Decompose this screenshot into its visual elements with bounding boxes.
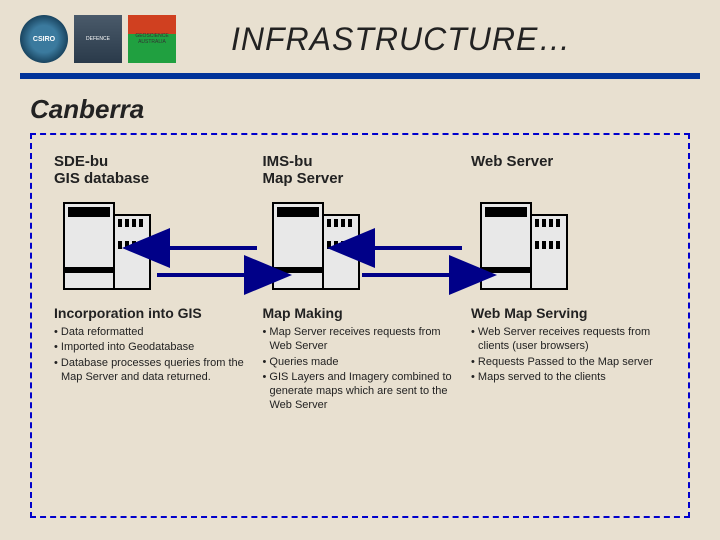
page-title: INFRASTRUCTURE… xyxy=(231,21,571,58)
col-title-line2: GIS database xyxy=(54,170,149,187)
col-title: IMS-bu Map Server xyxy=(263,153,458,191)
divider-bar xyxy=(20,73,700,79)
section-title: Canberra xyxy=(30,94,690,125)
columns-container: SDE-bu GIS database Incorporation into G… xyxy=(54,153,666,498)
bullet: • Requests Passed to the Map server xyxy=(471,355,666,369)
column-sde: SDE-bu GIS database Incorporation into G… xyxy=(54,153,249,498)
bullet: • Queries made xyxy=(263,355,458,369)
bullet: • Data reformatted xyxy=(54,325,249,339)
server-icon xyxy=(479,201,569,291)
diagram-box: SDE-bu GIS database Incorporation into G… xyxy=(30,133,690,518)
server-icon xyxy=(271,201,361,291)
col-title-line1: SDE-bu xyxy=(54,153,108,170)
col-subtitle: Map Making xyxy=(263,305,458,321)
server-icon xyxy=(62,201,152,291)
bullet: • Imported into Geodatabase xyxy=(54,340,249,354)
bullet: • Map Server receives requests from Web … xyxy=(263,325,458,354)
defence-logo: DEFENCE xyxy=(74,15,122,63)
bullet-list: • Map Server receives requests from Web … xyxy=(263,325,458,414)
col-title-line1: Web Server xyxy=(471,153,553,170)
bullet: • Database processes queries from the Ma… xyxy=(54,356,249,385)
bullet: • Maps served to the clients xyxy=(471,370,666,384)
header: CSIRO DEFENCE GEOSCIENCE AUSTRALIA INFRA… xyxy=(0,0,720,73)
bullet-list: • Data reformatted • Imported into Geoda… xyxy=(54,325,249,385)
bullet-list: • Web Server receives requests from clie… xyxy=(471,325,666,385)
bullet: • Web Server receives requests from clie… xyxy=(471,325,666,354)
col-title-line2: Map Server xyxy=(263,170,344,187)
csiro-logo: CSIRO xyxy=(20,15,68,63)
col-title-line1: IMS-bu xyxy=(263,153,313,170)
col-subtitle: Incorporation into GIS xyxy=(54,305,249,321)
col-title: SDE-bu GIS database xyxy=(54,153,249,191)
geoscience-logo: GEOSCIENCE AUSTRALIA xyxy=(128,15,176,63)
bullet: • GIS Layers and Imagery combined to gen… xyxy=(263,370,458,413)
col-title: Web Server xyxy=(471,153,666,191)
logo-row: CSIRO DEFENCE GEOSCIENCE AUSTRALIA xyxy=(20,15,176,63)
column-web: Web Server Web Map Serving • Web Server … xyxy=(471,153,666,498)
col-subtitle: Web Map Serving xyxy=(471,305,666,321)
column-ims: IMS-bu Map Server Map Making • Map Serve… xyxy=(263,153,458,498)
